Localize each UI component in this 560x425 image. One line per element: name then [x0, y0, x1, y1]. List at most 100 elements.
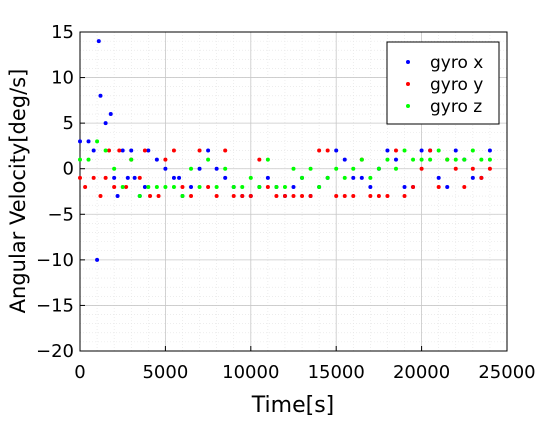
data-point-gyro-y [231, 194, 236, 199]
data-point-gyro-y [197, 148, 202, 153]
data-point-gyro-z [265, 157, 270, 162]
data-point-gyro-y [317, 148, 322, 153]
data-point-gyro-y [98, 194, 103, 199]
data-point-gyro-y [206, 184, 211, 189]
data-point-gyro-y [385, 194, 390, 199]
data-point-gyro-z [78, 157, 82, 162]
x-tick-label: 0 [74, 362, 85, 383]
data-point-gyro-x [98, 93, 103, 98]
data-point-gyro-y [112, 184, 117, 189]
data-point-gyro-z [300, 175, 305, 180]
data-point-gyro-x [163, 166, 168, 171]
data-point-gyro-z [197, 184, 202, 189]
y-tick-label: 0 [63, 159, 74, 180]
data-point-gyro-z [189, 166, 194, 171]
data-point-gyro-z [274, 184, 279, 189]
data-point-gyro-y [351, 194, 356, 199]
data-point-gyro-y [124, 184, 129, 189]
data-point-gyro-z [385, 157, 390, 162]
data-point-gyro-y [148, 194, 153, 199]
data-point-gyro-y [214, 194, 219, 199]
data-point-gyro-z [163, 184, 168, 189]
data-point-gyro-y [248, 194, 253, 199]
data-point-gyro-z [453, 157, 458, 162]
data-point-gyro-z [334, 166, 339, 171]
data-point-gyro-z [291, 166, 296, 171]
legend-entry-gyro-z: gyro z [406, 97, 482, 117]
data-point-gyro-y [462, 184, 467, 189]
data-point-gyro-y [428, 148, 433, 153]
data-point-gyro-x [108, 112, 113, 117]
data-point-gyro-x [470, 175, 475, 180]
data-point-gyro-z [129, 157, 134, 162]
data-point-gyro-z [257, 184, 262, 189]
data-point-gyro-z [120, 184, 125, 189]
x-tick-label: 25000 [478, 362, 535, 383]
legend-entry-gyro-x: gyro x [406, 53, 483, 73]
data-point-gyro-y [419, 166, 424, 171]
x-tick-label: 5000 [142, 362, 188, 383]
data-point-gyro-z [487, 157, 492, 162]
data-point-gyro-y [282, 194, 287, 199]
y-tick-label: −5 [47, 204, 74, 225]
axis-ticks: 0 5000 10000 15000 20000 25000 −20 −15 −10 −5 0 5 10… [36, 22, 536, 383]
legend-marker-gyro-y [406, 82, 410, 86]
data-point-gyro-x [125, 175, 130, 180]
data-point-gyro-z [428, 157, 433, 162]
data-point-gyro-z [402, 148, 407, 153]
data-point-gyro-y [470, 166, 475, 171]
data-point-gyro-z [206, 157, 211, 162]
data-point-gyro-x [385, 148, 390, 153]
data-point-gyro-z [325, 175, 330, 180]
data-point-gyro-y [103, 175, 108, 180]
data-point-gyro-x [115, 194, 120, 199]
data-point-gyro-y [334, 194, 339, 199]
series-gyro-z [78, 139, 492, 199]
data-point-gyro-z [180, 194, 185, 199]
data-point-gyro-x [342, 157, 347, 162]
data-point-gyro-y [411, 184, 416, 189]
data-point-gyro-z [470, 148, 475, 153]
data-point-gyro-y [308, 194, 313, 199]
data-point-gyro-z [171, 184, 176, 189]
data-point-gyro-y [180, 184, 185, 189]
y-tick-label: −15 [36, 295, 74, 316]
data-point-gyro-x [129, 148, 134, 153]
legend-box [386, 41, 500, 125]
data-point-gyro-x [112, 175, 117, 180]
data-point-gyro-y [436, 184, 441, 189]
y-tick-label: 10 [51, 68, 74, 89]
data-point-gyro-x [359, 175, 364, 180]
data-point-gyro-x [351, 175, 356, 180]
data-point-gyro-z [214, 184, 219, 189]
y-tick-label: −20 [36, 341, 74, 362]
data-point-gyro-x [95, 257, 100, 262]
data-point-gyro-y [171, 148, 176, 153]
data-point-gyro-z [95, 139, 100, 144]
data-point-gyro-x [177, 175, 182, 180]
data-point-gyro-y [142, 148, 147, 153]
data-point-gyro-y [137, 175, 142, 180]
data-point-gyro-y [368, 194, 373, 199]
data-point-gyro-z [376, 166, 381, 171]
series [78, 39, 492, 262]
data-point-gyro-x [132, 175, 137, 180]
data-point-gyro-y [91, 175, 96, 180]
x-tick-label: 15000 [308, 362, 365, 383]
data-point-gyro-y [117, 148, 122, 153]
data-point-gyro-x [393, 157, 398, 162]
data-point-gyro-z [137, 194, 142, 199]
data-point-gyro-z [419, 157, 424, 162]
data-point-gyro-x [445, 184, 450, 189]
data-point-gyro-x [154, 157, 159, 162]
data-point-gyro-z [342, 175, 347, 180]
data-point-gyro-y [107, 148, 112, 153]
data-point-gyro-x [78, 139, 82, 144]
data-point-gyro-y [265, 184, 270, 189]
data-point-gyro-z [248, 175, 253, 180]
data-point-gyro-z [411, 157, 416, 162]
data-point-gyro-y [291, 194, 296, 199]
plot-area-frame [79, 31, 508, 352]
data-point-gyro-x [487, 148, 492, 153]
